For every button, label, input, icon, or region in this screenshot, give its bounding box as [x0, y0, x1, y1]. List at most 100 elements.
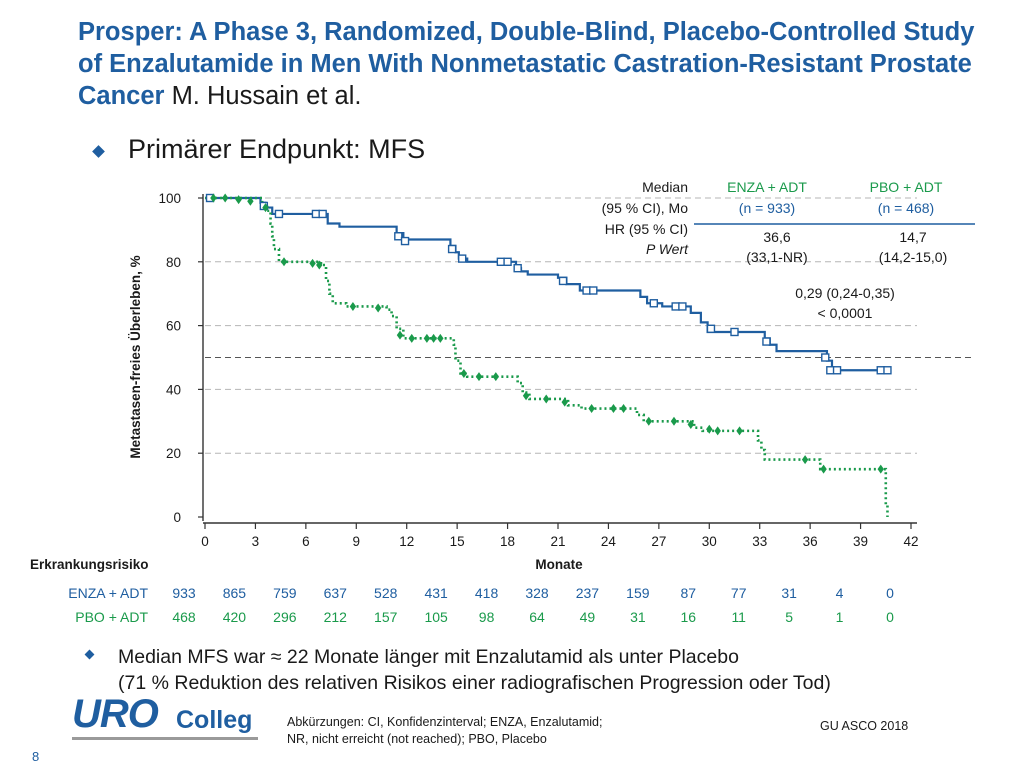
risk-cell: 11 — [731, 609, 746, 625]
x-axis-label: Monate — [535, 557, 583, 572]
risk-cell: 87 — [680, 585, 696, 601]
pbo-censor-mark — [316, 260, 323, 270]
enza-censor-mark — [318, 209, 327, 219]
enza-censor-mark — [876, 366, 885, 375]
pbo-censor-mark — [408, 333, 415, 343]
pbo-censor-mark — [736, 426, 743, 436]
marker-layer — [205, 193, 892, 474]
pbo-header: PBO + ADT — [870, 179, 943, 195]
pbo-censor-mark — [588, 404, 595, 414]
x-tick-label: 12 — [399, 534, 414, 549]
pbo-censor-mark — [561, 397, 568, 407]
logo-uro-text: URO — [72, 692, 159, 736]
risk-cell: 64 — [529, 609, 545, 625]
risk-cell: 0 — [886, 609, 894, 625]
pbo-censor-mark — [247, 196, 254, 206]
stats-row-label: P Wert — [646, 241, 689, 257]
enza-n: (n = 933) — [739, 200, 795, 216]
x-tick-label: 30 — [702, 534, 717, 549]
enza-censor-mark — [394, 232, 403, 241]
pbo-censor-mark — [437, 333, 444, 343]
risk-cell: 528 — [374, 585, 398, 601]
risk-cell: 237 — [576, 585, 600, 601]
risk-cell: 157 — [374, 609, 398, 625]
risk-cell: 0 — [886, 585, 894, 601]
risk-cell: 4 — [836, 585, 844, 601]
enza-censor-mark — [513, 263, 522, 273]
enza-censor-mark — [826, 366, 835, 375]
title-author: M. Hussain et al. — [171, 82, 362, 110]
risk-cell: 1 — [836, 609, 844, 625]
enza-censor-mark — [678, 302, 687, 311]
risk-cell: 420 — [223, 609, 247, 625]
x-tick-label: 24 — [601, 534, 617, 549]
x-tick-label: 9 — [353, 534, 361, 549]
logo-colleg-text: Colleg — [176, 706, 253, 734]
pbo-censor-mark — [210, 193, 217, 203]
pbo-censor-mark — [430, 333, 437, 343]
x-tick-label: 18 — [500, 534, 515, 549]
stats-table: Median (95 % CI), Mo HR (95 % CI) P Wert… — [602, 179, 975, 321]
pbo-median: 14,7 — [899, 229, 926, 245]
enza-censor-mark — [821, 353, 830, 362]
risk-cell: 31 — [630, 609, 646, 625]
x-tick-label: 15 — [450, 534, 465, 549]
x-tick-label: 3 — [252, 534, 260, 549]
pbo-censor-mark — [280, 257, 288, 267]
pbo-n: (n = 468) — [878, 200, 934, 216]
note-line-2: (71 % Reduktion des relativen Risikos ei… — [118, 672, 831, 694]
risk-row-label: PBO + ADT — [75, 609, 148, 625]
enza-header: ENZA + ADT — [727, 179, 807, 195]
enza-censor-mark — [671, 302, 680, 311]
y-tick-label: 20 — [166, 446, 181, 461]
enza-curve — [205, 196, 891, 372]
abbreviations: Abkürzungen: CI, Konfidenzinterval; ENZA… — [287, 714, 602, 748]
risk-cell: 212 — [324, 609, 348, 625]
pbo-censor-mark — [423, 333, 431, 343]
pbo-censor-mark — [820, 464, 827, 474]
risk-cell: 328 — [525, 585, 549, 601]
enza-censor-mark — [457, 254, 467, 263]
risk-cell: 933 — [172, 585, 196, 601]
pbo-censor-mark — [374, 303, 382, 313]
enza-censor-mark — [649, 299, 659, 308]
risk-cell: 296 — [273, 609, 297, 625]
urocolleg-logo: URO Colleg — [72, 692, 262, 740]
enza-censor-mark — [589, 286, 598, 295]
risk-cell: 77 — [731, 585, 747, 601]
enza-censor-mark — [832, 366, 842, 375]
pbo-censor-mark — [670, 416, 678, 426]
enza-censor-mark — [503, 257, 512, 266]
pbo-censor-mark — [543, 394, 550, 404]
x-tick-label: 39 — [853, 534, 868, 549]
x-tick-label: 42 — [903, 534, 918, 549]
risk-cell: 31 — [781, 585, 797, 601]
pbo-censor-mark — [221, 193, 229, 203]
pbo-censor-mark — [706, 424, 713, 434]
x-tick-label: 33 — [752, 534, 767, 549]
y-tick-label: 80 — [166, 255, 181, 270]
enza-censor-mark — [496, 257, 506, 266]
risk-cell: 637 — [324, 585, 348, 601]
pbo-censor-mark — [877, 464, 884, 474]
pbo-censor-mark — [645, 416, 652, 426]
pbo-censor-mark — [687, 419, 694, 429]
enza-censor-mark — [447, 244, 457, 254]
enza-censor-mark — [706, 324, 716, 333]
pbo-censor-mark — [610, 404, 617, 414]
risk-table-title: Erkrankungsrisiko — [30, 557, 149, 572]
note-line-1: Median MFS war ≈ 22 Monate länger mit En… — [118, 646, 739, 668]
page-number: 8 — [32, 749, 40, 764]
abbr-line-1: Abkürzungen: CI, Konfidenzinterval; ENZA… — [287, 715, 603, 729]
pbo-censor-mark — [714, 426, 721, 436]
x-tick-label: 21 — [550, 534, 565, 549]
slide-title: Prosper: A Phase 3, Randomized, Double-B… — [78, 16, 978, 112]
stats-row-label: HR (95 % CI) — [605, 221, 688, 237]
stats-row-label: (95 % CI), Mo — [602, 200, 689, 216]
enza-censor-mark — [762, 337, 771, 346]
pbo-censor-mark — [349, 301, 357, 311]
x-tick-label: 0 — [201, 534, 209, 549]
pbo-censor-mark — [522, 391, 530, 401]
enza-censor-mark — [558, 276, 568, 286]
